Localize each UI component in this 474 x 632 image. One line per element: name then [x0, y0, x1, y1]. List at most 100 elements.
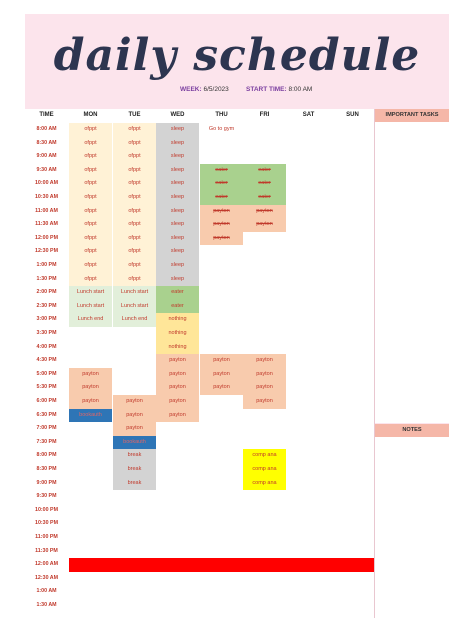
event-label: eater: [215, 180, 228, 187]
time-slot: 1:30 AM: [36, 602, 57, 608]
time-slot: 4:30 PM: [36, 357, 57, 364]
event-label: payton: [213, 370, 230, 377]
event-label: ofppt: [84, 194, 97, 200]
event-block[interactable]: [113, 286, 156, 327]
event-block[interactable]: [69, 286, 112, 327]
event-block[interactable]: [156, 313, 199, 355]
time-slot: 11:30 AM: [35, 221, 58, 228]
event-label: payton: [256, 384, 273, 391]
event-label: ofppt: [84, 180, 97, 187]
event-label: Lunch start: [76, 289, 105, 296]
event-label: ofppt: [128, 194, 141, 200]
event-block[interactable]: [243, 354, 286, 409]
time-slot: 9:00 AM: [36, 153, 57, 160]
notes-header: NOTES: [375, 424, 449, 437]
event-block[interactable]: [69, 558, 374, 572]
event-label: sleep: [170, 262, 185, 268]
event-label: eater: [171, 289, 184, 296]
event-label: sleep: [170, 234, 185, 241]
time-slot: 6:30 PM: [36, 411, 57, 418]
event-block[interactable]: [69, 367, 112, 409]
time-slot: 6:00 PM: [36, 398, 57, 404]
time-slot: 10:00 PM: [35, 506, 58, 513]
day-header-sun: SUN: [346, 112, 359, 118]
event-label: payton: [82, 384, 99, 391]
event-label: ofppt: [128, 166, 141, 173]
event-label: payton: [82, 370, 99, 377]
event-label: ofppt: [84, 262, 97, 268]
event-label: payton: [169, 384, 186, 391]
event-block[interactable]: [156, 286, 199, 314]
event-label: eater: [258, 194, 271, 200]
event-label: ofppt: [84, 248, 97, 255]
important-tasks-area[interactable]: [375, 122, 449, 423]
event-block[interactable]: [69, 408, 112, 423]
event-block[interactable]: [156, 354, 199, 423]
event-block[interactable]: [200, 163, 243, 205]
time-slot: 10:00 AM: [34, 180, 59, 187]
week-field: WEEK: 6/5/2023: [180, 86, 229, 93]
event-label: ofppt: [84, 166, 97, 173]
event-label: sleep: [170, 194, 185, 200]
event-label: bookauth: [123, 438, 146, 445]
event-label: payton: [169, 398, 186, 404]
event-label: nothing: [168, 330, 187, 336]
event-label: sleep: [170, 180, 185, 187]
event-label: Lunch start: [120, 289, 149, 296]
event-label: sleep: [170, 126, 185, 132]
event-block[interactable]: [243, 449, 286, 491]
time-slot: 7:00 PM: [36, 425, 57, 432]
event-label: ofppt: [84, 153, 97, 160]
event-block[interactable]: [113, 435, 156, 450]
event-label: payton: [213, 207, 230, 214]
week-value[interactable]: 6/5/2023: [203, 86, 229, 93]
time-slot: 12:30 PM: [35, 248, 58, 255]
event-label: Lunch start: [120, 302, 149, 309]
time-slot: 3:00 PM: [36, 316, 57, 323]
start-time-value[interactable]: 8:00 AM: [288, 86, 313, 93]
day-header-tue: TUE: [128, 112, 141, 118]
event-block[interactable]: [69, 123, 112, 287]
event-label: payton: [169, 411, 186, 418]
event-label: ofppt: [128, 139, 141, 146]
event-block[interactable]: [243, 163, 286, 205]
event-label: Lunch end: [77, 316, 104, 323]
event-block[interactable]: [200, 354, 243, 395]
day-header-mon: MON: [83, 112, 98, 118]
event-label: bookauth: [79, 411, 102, 418]
event-label: ofppt: [84, 139, 97, 146]
event-label: ofppt: [128, 275, 141, 282]
notes-area[interactable]: [375, 437, 449, 618]
time-slot: 12:00 AM: [34, 561, 59, 568]
event-label: sleep: [170, 207, 185, 214]
time-slot: 10:30 AM: [34, 194, 59, 200]
time-slot: 8:30 PM: [36, 466, 57, 472]
event-label: payton: [82, 398, 99, 404]
event-label: payton: [169, 370, 186, 377]
event-label: nothing: [168, 343, 187, 350]
time-slot: 9:30 AM: [36, 166, 57, 173]
event-label: payton: [126, 411, 143, 418]
event-block[interactable]: [156, 123, 199, 287]
grid-divider: [374, 109, 375, 618]
event-label: break: [127, 466, 142, 472]
time-slot: 5:30 PM: [36, 384, 57, 391]
event-block[interactable]: [113, 123, 156, 287]
event-label: ofppt: [128, 153, 141, 160]
event-label: Go to gym: [208, 126, 235, 132]
event-label: eater: [215, 194, 228, 200]
event-block[interactable]: [113, 449, 156, 491]
event-label: nothing: [168, 316, 187, 323]
day-header-fri: FRI: [259, 112, 270, 118]
event-label: ofppt: [128, 221, 141, 228]
event-label: payton: [256, 370, 273, 377]
event-label: payton: [126, 398, 143, 404]
time-slot: 9:30 PM: [36, 493, 57, 500]
event-block[interactable]: [200, 204, 243, 246]
day-header-wed: WED: [170, 112, 185, 118]
event-block[interactable]: [243, 204, 286, 232]
event-label: sleep: [170, 166, 185, 173]
event-label: payton: [213, 234, 230, 241]
event-label: ofppt: [128, 207, 141, 214]
event-block[interactable]: [113, 395, 156, 436]
